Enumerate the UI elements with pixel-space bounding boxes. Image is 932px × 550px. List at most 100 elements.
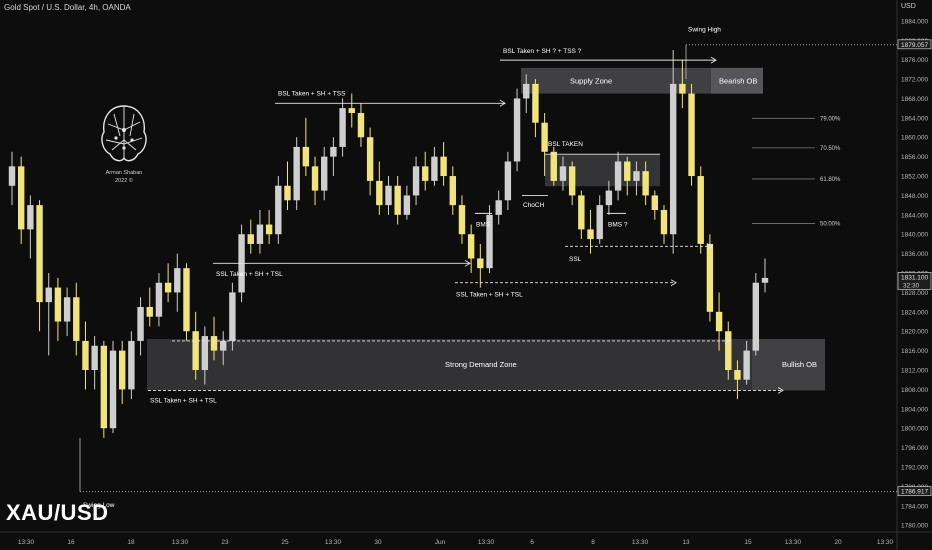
- candle[interactable]: [91, 336, 98, 390]
- candle[interactable]: [8, 151, 16, 206]
- candle[interactable]: [568, 161, 576, 206]
- candle[interactable]: [467, 224, 475, 274]
- candle[interactable]: [394, 176, 401, 225]
- candle[interactable]: [596, 195, 603, 244]
- candle[interactable]: [513, 88, 521, 172]
- candle[interactable]: [311, 156, 319, 206]
- candle[interactable]: [63, 287, 71, 337]
- candle[interactable]: [550, 146, 557, 186]
- candle[interactable]: [679, 59, 686, 109]
- price-tag[interactable]: [897, 39, 932, 50]
- candle[interactable]: [128, 331, 135, 400]
- fib-label: 70.50%: [820, 146, 841, 152]
- candle-body: [91, 345, 98, 371]
- candle-body: [275, 185, 282, 235]
- candle[interactable]: [73, 282, 80, 356]
- candle[interactable]: [36, 200, 43, 332]
- candle[interactable]: [624, 156, 631, 196]
- candle[interactable]: [385, 176, 392, 215]
- candle[interactable]: [82, 321, 89, 390]
- candle[interactable]: [339, 98, 346, 157]
- candle[interactable]: [688, 83, 695, 186]
- time-axis[interactable]: 13:30 16 18 13:30 23 25 13:30 30 Jun 13:30 6 8 13:30…: [18, 539, 894, 546]
- candle[interactable]: [697, 166, 704, 254]
- price-tick-label: 1876.000: [901, 57, 928, 64]
- candle[interactable]: [247, 219, 254, 254]
- candle[interactable]: [302, 117, 310, 177]
- candle[interactable]: [220, 331, 227, 366]
- candle[interactable]: [477, 243, 484, 288]
- candle[interactable]: [486, 205, 493, 274]
- candle[interactable]: [321, 146, 328, 201]
- time-tick-label: 13:30: [172, 539, 189, 546]
- candle[interactable]: [17, 156, 25, 244]
- candle[interactable]: [743, 340, 750, 385]
- candle[interactable]: [357, 103, 365, 147]
- candle[interactable]: [366, 127, 374, 196]
- candle[interactable]: [192, 311, 199, 380]
- candle[interactable]: [109, 340, 117, 434]
- candle[interactable]: [669, 49, 677, 254]
- price-tick-label: 1852.000: [901, 174, 928, 181]
- candle[interactable]: [605, 180, 613, 215]
- candle[interactable]: [651, 190, 659, 220]
- candle-body: [247, 234, 254, 244]
- candle[interactable]: [633, 161, 640, 196]
- candle[interactable]: [45, 273, 52, 356]
- candle[interactable]: [201, 326, 209, 385]
- annotation-label: SSL Taken + SH + TSL: [216, 271, 283, 278]
- price-axis[interactable]: 1780.0001784.0001788.0001792.0001796.000…: [897, 18, 932, 530]
- candle[interactable]: [155, 273, 163, 327]
- candle[interactable]: [229, 282, 236, 351]
- candle[interactable]: [504, 151, 512, 210]
- candle[interactable]: [146, 287, 153, 327]
- candle[interactable]: [458, 195, 466, 244]
- candle[interactable]: [293, 137, 300, 210]
- candle[interactable]: [495, 190, 502, 225]
- candle[interactable]: [559, 156, 567, 191]
- candle[interactable]: [100, 340, 108, 438]
- candle[interactable]: [660, 205, 668, 244]
- candle[interactable]: [265, 209, 273, 244]
- candle[interactable]: [761, 258, 769, 293]
- candle[interactable]: [523, 74, 530, 113]
- candle[interactable]: [734, 360, 741, 400]
- candle[interactable]: [706, 234, 714, 322]
- candle[interactable]: [54, 277, 62, 341]
- candle[interactable]: [164, 263, 172, 303]
- candle[interactable]: [578, 190, 585, 240]
- ssl-arrow-2-head: [670, 279, 677, 287]
- candle-body: [486, 214, 493, 269]
- candle[interactable]: [376, 161, 383, 215]
- candle[interactable]: [403, 185, 411, 220]
- candle[interactable]: [422, 151, 429, 191]
- candles-layer[interactable]: [8, 49, 769, 438]
- candle[interactable]: [174, 253, 181, 312]
- annotation-label: BSL Taken + SH + TSS: [278, 91, 346, 98]
- candle[interactable]: [642, 161, 649, 206]
- candle[interactable]: [348, 93, 355, 128]
- price-tag[interactable]: [897, 272, 932, 290]
- candle[interactable]: [256, 209, 264, 254]
- candle[interactable]: [725, 321, 732, 380]
- candle[interactable]: [541, 112, 548, 177]
- candle-body: [128, 340, 135, 390]
- candle[interactable]: [449, 166, 456, 215]
- candle[interactable]: [137, 297, 144, 356]
- candle[interactable]: [275, 176, 282, 244]
- candle[interactable]: [118, 340, 126, 404]
- candle[interactable]: [752, 273, 760, 356]
- candle[interactable]: [431, 146, 438, 186]
- candle[interactable]: [330, 137, 337, 177]
- candle[interactable]: [614, 151, 622, 201]
- candle[interactable]: [183, 263, 190, 341]
- candle[interactable]: [412, 156, 420, 206]
- candle[interactable]: [532, 79, 539, 138]
- candle[interactable]: [284, 161, 291, 210]
- candle[interactable]: [27, 195, 34, 259]
- candle[interactable]: [210, 316, 218, 361]
- candle[interactable]: [440, 142, 447, 186]
- price-tag[interactable]: [897, 486, 932, 497]
- annotation-label: BSL Taken + SH ? + TSS ?: [503, 48, 582, 55]
